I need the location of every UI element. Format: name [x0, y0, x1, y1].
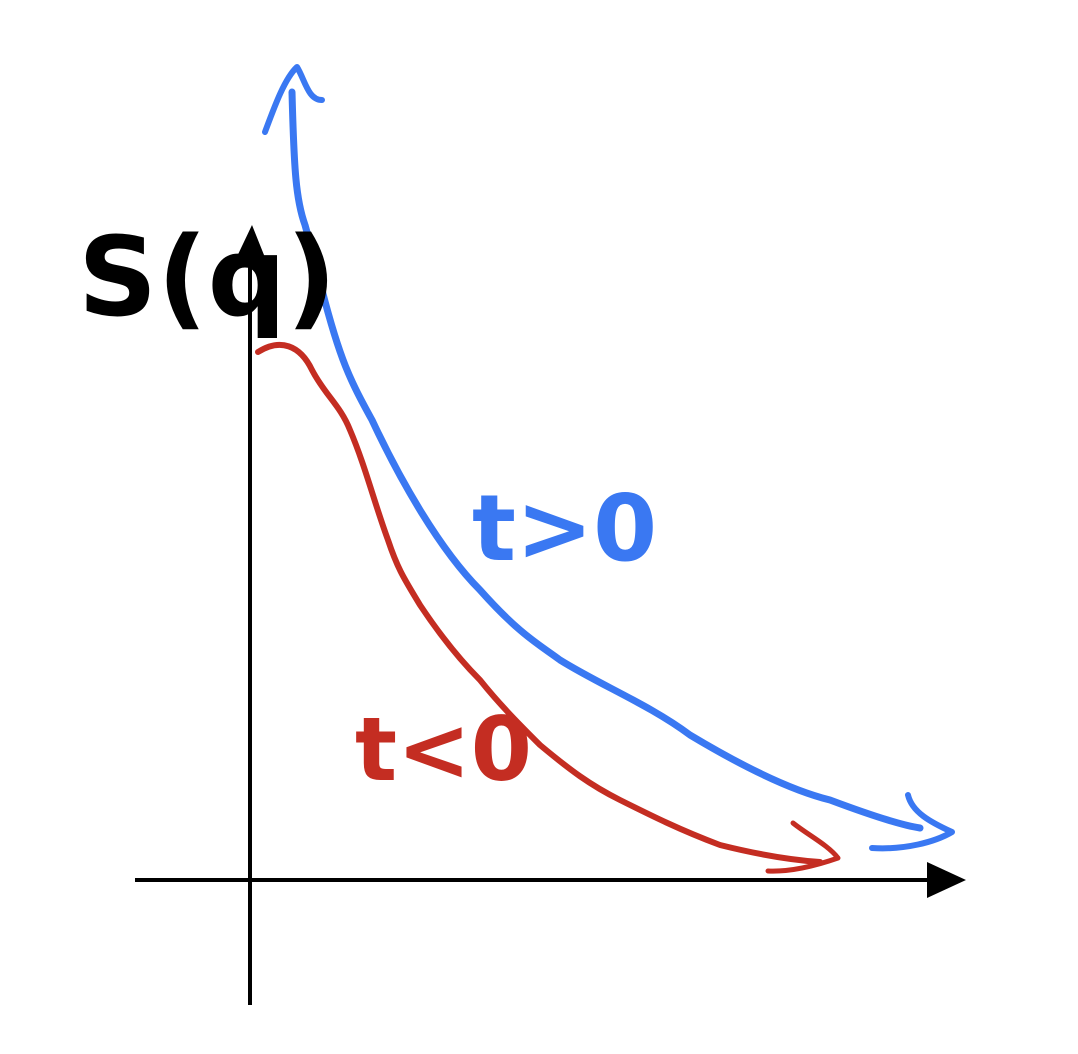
blue-curve-label: t>0	[472, 475, 657, 582]
red-curve	[255, 341, 823, 865]
red-curve-arrowhead	[765, 820, 841, 874]
y-axis-label: S(q)	[78, 213, 337, 341]
x-axis-arrowhead	[927, 862, 966, 898]
blue-curve-arrowhead	[869, 792, 955, 852]
red-curve-label: t<0	[355, 698, 532, 801]
blue-curve-arrowhead	[262, 64, 325, 135]
blue-curve	[288, 88, 924, 832]
y-axis-arrowhead	[233, 225, 268, 265]
